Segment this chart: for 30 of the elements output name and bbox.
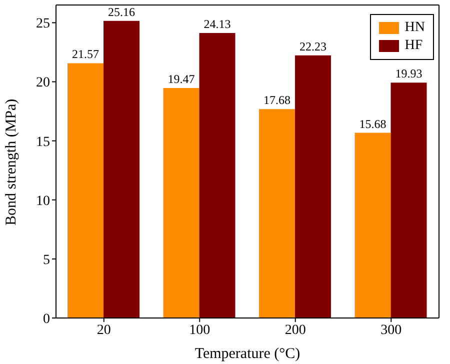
- data-label: 25.16: [108, 4, 135, 19]
- x-tick-label: 300: [380, 322, 402, 338]
- bar: [258, 109, 295, 318]
- x-tick-label: 100: [189, 322, 210, 338]
- y-tick-label: 20: [36, 76, 50, 91]
- x-tick-label: 200: [284, 322, 306, 338]
- bar: [163, 88, 200, 318]
- y-tick-label: 10: [36, 194, 50, 209]
- y-tick-label: 5: [43, 252, 50, 268]
- data-label: 22.23: [299, 39, 326, 54]
- y-tick-label: 0: [43, 312, 50, 327]
- bar: [390, 82, 427, 318]
- y-tick-label: 15: [36, 134, 50, 150]
- data-label: 15.68: [359, 116, 386, 131]
- bar: [294, 55, 331, 318]
- x-axis-title: Temperature (°C): [194, 346, 300, 362]
- bar: [103, 20, 140, 318]
- legend-label: HN: [404, 20, 425, 36]
- bar: [354, 132, 391, 318]
- data-label: 19.93: [395, 66, 422, 81]
- y-axis-title: Bond strength (MPa): [3, 98, 20, 226]
- bar: [67, 63, 104, 318]
- y-tick-label: 25: [36, 16, 50, 32]
- x-tick-label: 20: [96, 322, 111, 338]
- data-label: 17.68: [263, 93, 290, 108]
- data-label: 21.57: [72, 47, 99, 62]
- bar: [199, 32, 236, 318]
- legend-label: HF: [404, 38, 423, 54]
- data-label: 24.13: [204, 16, 231, 31]
- data-label: 19.47: [168, 72, 195, 86]
